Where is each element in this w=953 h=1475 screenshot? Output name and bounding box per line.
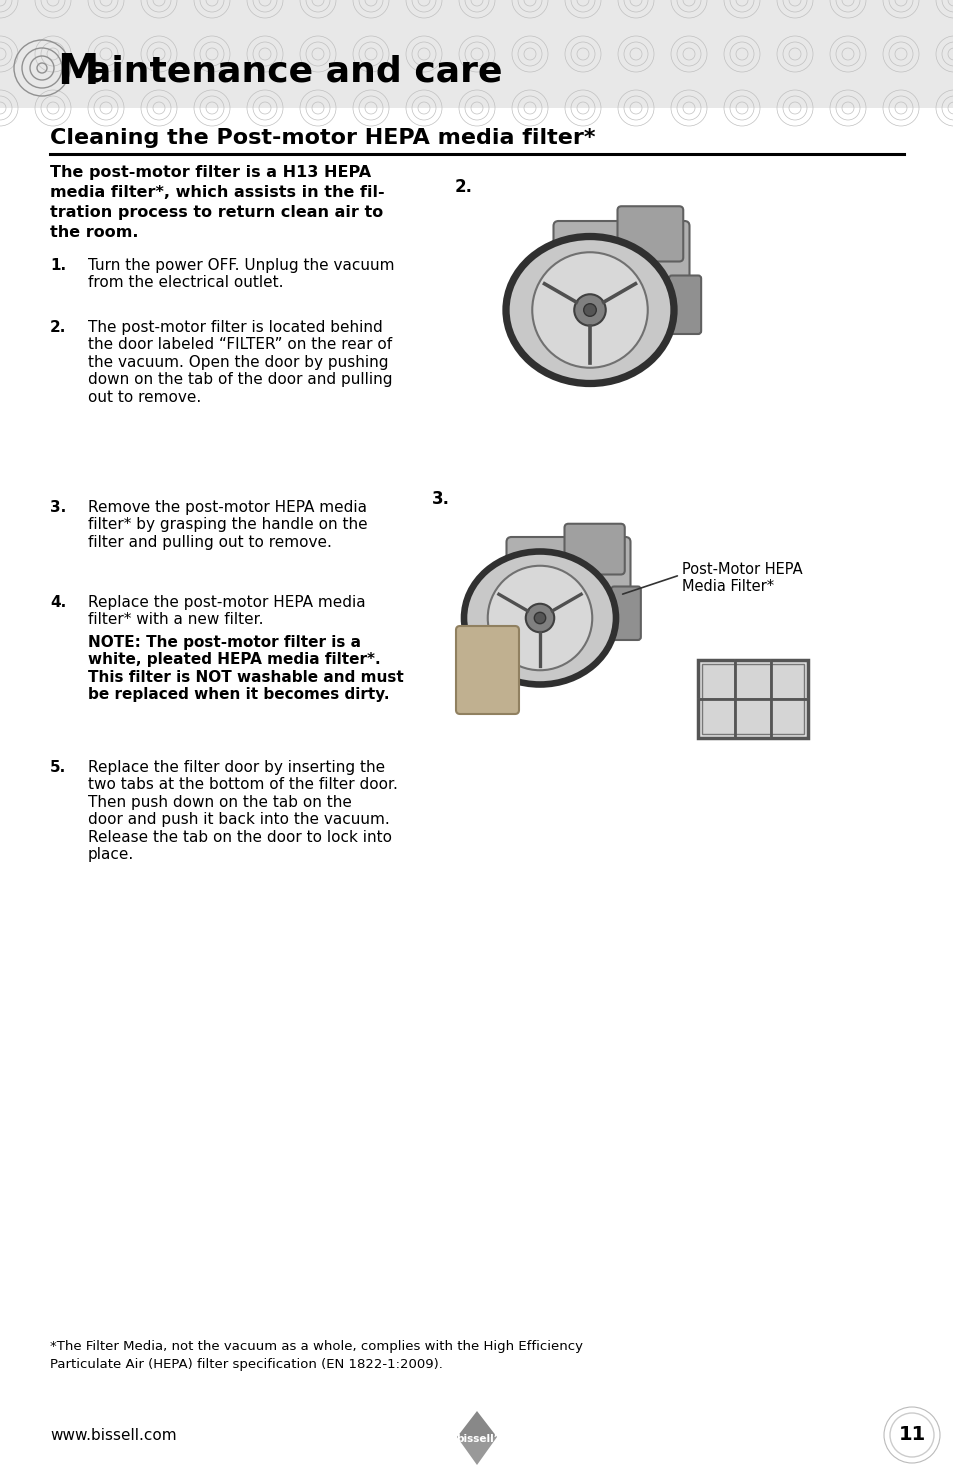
Text: M: M (57, 52, 98, 93)
Text: media filter*, which assists in the fil-: media filter*, which assists in the fil- (50, 184, 384, 201)
Polygon shape (456, 1412, 497, 1437)
Ellipse shape (574, 294, 605, 326)
Text: Cleaning the Post-motor HEPA media filter*: Cleaning the Post-motor HEPA media filte… (50, 128, 595, 148)
Text: 1.: 1. (50, 258, 66, 273)
FancyBboxPatch shape (553, 221, 689, 304)
Circle shape (889, 1413, 933, 1457)
Text: the room.: the room. (50, 226, 138, 240)
Text: NOTE: The post-motor filter is a
white, pleated HEPA media filter*.
This filter : NOTE: The post-motor filter is a white, … (88, 636, 403, 702)
Polygon shape (456, 1437, 497, 1465)
Text: Turn the power OFF. Unplug the vacuum
from the electrical outlet.: Turn the power OFF. Unplug the vacuum fr… (88, 258, 395, 291)
Ellipse shape (532, 252, 647, 367)
Ellipse shape (534, 612, 545, 624)
FancyBboxPatch shape (617, 207, 682, 261)
Text: Replace the post-motor HEPA media
filter* with a new filter.: Replace the post-motor HEPA media filter… (88, 594, 365, 627)
FancyBboxPatch shape (701, 664, 803, 735)
Ellipse shape (505, 236, 673, 384)
Text: aintenance and care: aintenance and care (87, 55, 502, 88)
Text: 11: 11 (898, 1425, 924, 1444)
Text: www.bissell.com: www.bissell.com (50, 1428, 176, 1443)
Text: Post-Motor HEPA
Media Filter*: Post-Motor HEPA Media Filter* (681, 562, 801, 594)
Text: bissell’: bissell’ (456, 1434, 497, 1444)
FancyBboxPatch shape (611, 587, 640, 640)
FancyBboxPatch shape (0, 0, 953, 108)
Text: 5.: 5. (50, 760, 66, 774)
Text: tration process to return clean air to: tration process to return clean air to (50, 205, 383, 220)
FancyBboxPatch shape (668, 276, 700, 333)
Text: Remove the post-motor HEPA media
filter* by grasping the handle on the
filter an: Remove the post-motor HEPA media filter*… (88, 500, 367, 550)
FancyBboxPatch shape (506, 537, 630, 614)
Text: 4.: 4. (50, 594, 66, 611)
FancyBboxPatch shape (456, 625, 518, 714)
Text: The post-motor filter is a H13 HEPA: The post-motor filter is a H13 HEPA (50, 165, 371, 180)
Text: *The Filter Media, not the vacuum as a whole, complies with the High Efficiency: *The Filter Media, not the vacuum as a w… (50, 1339, 582, 1353)
FancyBboxPatch shape (564, 524, 624, 574)
Text: 3.: 3. (432, 490, 450, 507)
Ellipse shape (525, 603, 554, 633)
Text: 3.: 3. (50, 500, 66, 515)
Text: 2.: 2. (455, 178, 473, 196)
FancyBboxPatch shape (698, 659, 807, 738)
Ellipse shape (583, 304, 596, 316)
Text: Particulate Air (HEPA) filter specification (EN 1822-1:2009).: Particulate Air (HEPA) filter specificat… (50, 1358, 442, 1370)
Text: Replace the filter door by inserting the
two tabs at the bottom of the filter do: Replace the filter door by inserting the… (88, 760, 397, 861)
Text: The post-motor filter is located behind
the door labeled “FILTER” on the rear of: The post-motor filter is located behind … (88, 320, 392, 404)
Ellipse shape (463, 552, 616, 684)
Ellipse shape (487, 566, 592, 670)
Text: 2.: 2. (50, 320, 67, 335)
